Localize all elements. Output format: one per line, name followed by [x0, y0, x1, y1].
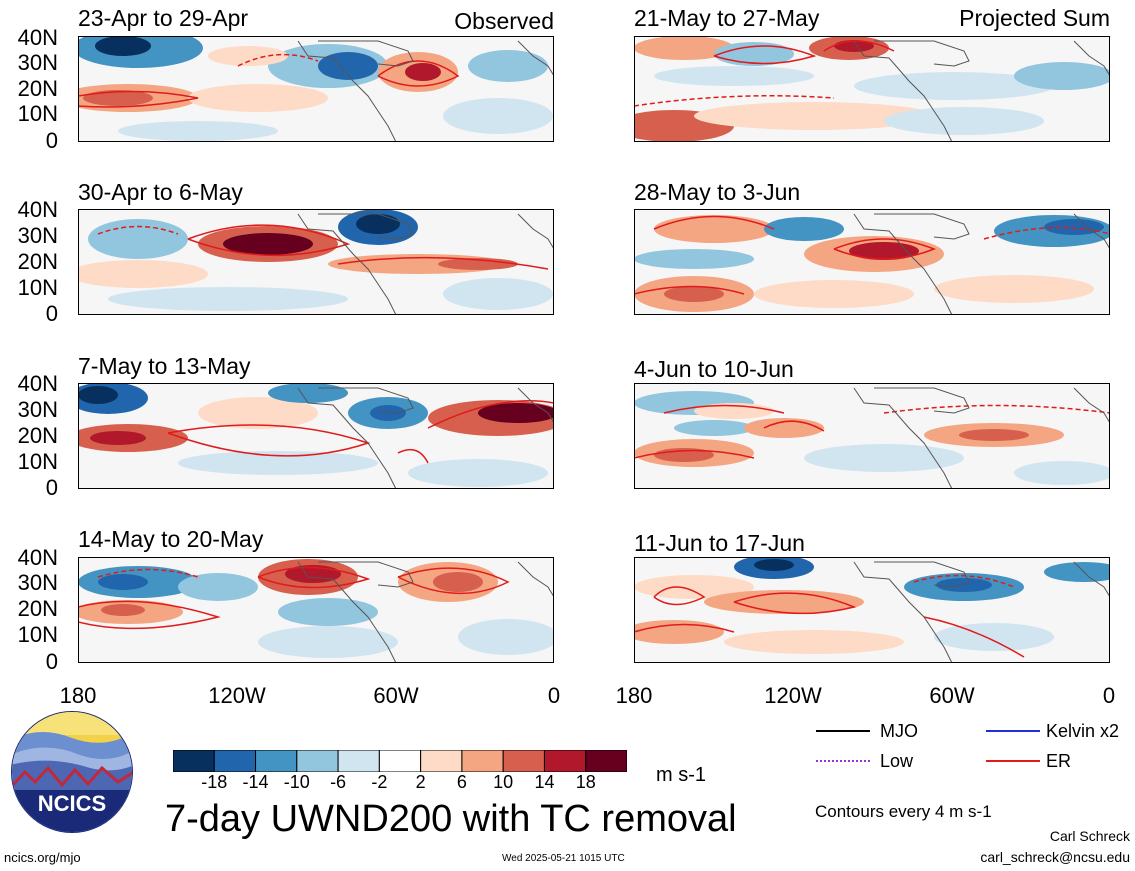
uwnd-map	[634, 383, 1110, 489]
lat-tick: 10N	[17, 101, 58, 126]
panel-title: 21-May to 27-May	[634, 5, 820, 31]
lon-tick: 60W	[929, 683, 975, 708]
lat-tick: 10N	[17, 449, 58, 474]
colorbar-units: m s-1	[656, 764, 706, 786]
colorbar-label: 10	[493, 772, 514, 792]
lat-tick: 0	[45, 649, 58, 674]
low-line-swatch	[816, 760, 870, 762]
colorbar-label: -18	[201, 772, 228, 792]
colorbar-swatch	[378, 749, 422, 773]
colorbar-swatch	[296, 749, 339, 773]
panel-title: 14-May to 20-May	[78, 526, 264, 552]
lon-tick: 120W	[208, 683, 266, 708]
author: Carl Schreck	[1049, 828, 1130, 844]
legend-kelvin: Kelvin x2	[1046, 721, 1120, 741]
contour-note: Contours every 4 m s-1	[815, 802, 992, 821]
colorbar-label: -2	[371, 772, 388, 792]
lon-tick: 180	[615, 683, 653, 708]
lat-tick: 30N	[17, 223, 58, 248]
lat-tick: 30N	[17, 570, 58, 595]
panel-title: 28-May to 3-Jun	[634, 179, 801, 205]
lat-tick: 40N	[17, 25, 58, 50]
author-email: carl_schreck@ncsu.edu	[980, 849, 1130, 865]
panel-title: 11-Jun to 17-Jun	[634, 530, 805, 556]
lat-tick: 0	[45, 128, 58, 153]
lat-tick: 30N	[17, 397, 58, 422]
logo-text: NCICS	[38, 791, 106, 816]
colorbar-label: -6	[330, 772, 347, 792]
colorbar-swatch	[172, 749, 215, 773]
lon-tick: 120W	[764, 683, 822, 708]
panel-title: 4-Jun to 10-Jun	[634, 356, 794, 382]
lon-tick: 0	[1102, 683, 1116, 708]
ncics-logo: NCICS	[10, 710, 134, 834]
mjo-line-swatch	[816, 730, 870, 732]
lat-tick: 0	[45, 301, 58, 326]
colorbar-swatch	[255, 749, 298, 773]
lon-tick: 60W	[373, 683, 419, 708]
lat-tick: 40N	[17, 545, 58, 570]
panel-title: 7-May to 13-May	[78, 353, 251, 379]
colorbar-swatch	[585, 749, 628, 773]
lat-tick: 20N	[17, 76, 58, 101]
lat-tick: 30N	[17, 50, 58, 75]
uwnd-map	[634, 36, 1110, 142]
colorbar-swatch	[213, 749, 257, 773]
colorbar-label: -10	[283, 772, 310, 792]
legend-low: Low	[880, 751, 914, 771]
uwnd-map	[634, 209, 1110, 315]
site-url: ncics.org/mjo	[4, 850, 81, 865]
colorbar-label: -14	[242, 772, 269, 792]
uwnd-map	[78, 383, 554, 489]
colorbar-swatch	[337, 749, 380, 773]
colorbar-label: 2	[415, 772, 426, 792]
lat-tick: 10N	[17, 275, 58, 300]
lat-tick: 40N	[17, 371, 58, 396]
colorbar-swatch	[420, 749, 463, 773]
projected-label: Projected Sum	[959, 5, 1110, 31]
lon-tick: 180	[59, 683, 97, 708]
panel-title: 23-Apr to 29-Apr	[78, 5, 249, 31]
colorbar	[172, 749, 628, 773]
timestamp: Wed 2025-05-21 1015 UTC	[502, 853, 625, 864]
lon-tick: 0	[547, 683, 561, 708]
colorbar-swatch	[502, 749, 545, 773]
main-title: 7-day UWND200 with TC removal	[165, 798, 737, 840]
uwnd-map	[78, 557, 554, 663]
legend-er: ER	[1046, 751, 1072, 771]
uwnd-map	[78, 36, 554, 142]
legend-mjo: MJO	[880, 721, 918, 741]
lat-tick: 20N	[17, 596, 58, 621]
lat-tick: 40N	[17, 197, 58, 222]
colorbar-swatch	[543, 749, 587, 773]
er-line-swatch	[986, 760, 1040, 762]
observed-label: Observed	[454, 8, 554, 34]
panel-title: 30-Apr to 6-May	[78, 179, 243, 205]
lat-tick: 10N	[17, 622, 58, 647]
uwnd-map	[634, 557, 1110, 663]
colorbar-label: 6	[456, 772, 467, 792]
colorbar-swatch	[461, 749, 504, 773]
kelvin-line-swatch	[986, 730, 1040, 732]
lat-tick: 0	[45, 475, 58, 500]
lat-tick: 20N	[17, 423, 58, 448]
colorbar-label: 18	[575, 772, 596, 792]
colorbar-label: 14	[534, 772, 555, 792]
uwnd-map	[78, 209, 554, 315]
lat-tick: 20N	[17, 249, 58, 274]
